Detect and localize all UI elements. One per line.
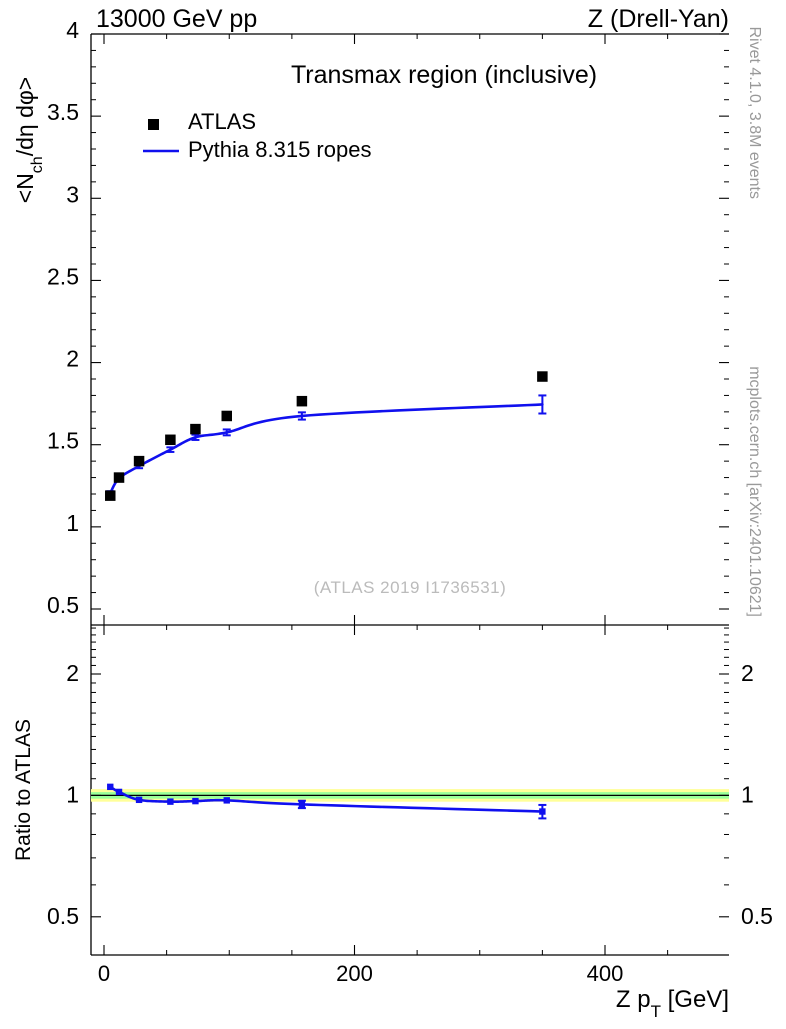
svg-text:3: 3	[66, 181, 79, 207]
svg-text:2: 2	[741, 660, 754, 686]
svg-text:Z (Drell-Yan): Z (Drell-Yan)	[588, 5, 729, 33]
svg-text:200: 200	[336, 961, 373, 986]
svg-text:400: 400	[587, 961, 624, 986]
svg-text:2: 2	[66, 346, 79, 372]
svg-text:Transmax region (inclusive): Transmax region (inclusive)	[291, 61, 597, 89]
svg-text:Rivet 4.1.0, 3.8M events: Rivet 4.1.0, 3.8M events	[746, 26, 763, 199]
svg-text:4: 4	[66, 17, 79, 43]
svg-text:13000 GeV pp: 13000 GeV pp	[96, 5, 257, 33]
svg-text:2: 2	[66, 660, 79, 686]
svg-text:(ATLAS 2019 I1736531): (ATLAS 2019 I1736531)	[314, 578, 507, 597]
svg-text:0: 0	[98, 961, 110, 986]
svg-text:0.5: 0.5	[47, 592, 79, 618]
svg-text:Pythia 8.315 ropes: Pythia 8.315 ropes	[188, 137, 371, 162]
svg-text:0.5: 0.5	[47, 903, 79, 929]
svg-text:3.5: 3.5	[47, 99, 79, 125]
svg-text:Ratio to ATLAS: Ratio to ATLAS	[12, 719, 35, 861]
svg-text:2.5: 2.5	[47, 263, 79, 289]
svg-text:0.5: 0.5	[741, 903, 773, 929]
svg-text:1.5: 1.5	[47, 428, 79, 454]
svg-text:1: 1	[66, 510, 79, 536]
svg-text:mcplots.cern.ch [arXiv:2401.10: mcplots.cern.ch [arXiv:2401.10621]	[746, 366, 763, 617]
svg-text:1: 1	[66, 781, 79, 807]
svg-text:1: 1	[741, 781, 754, 807]
svg-text:ATLAS: ATLAS	[188, 109, 256, 134]
